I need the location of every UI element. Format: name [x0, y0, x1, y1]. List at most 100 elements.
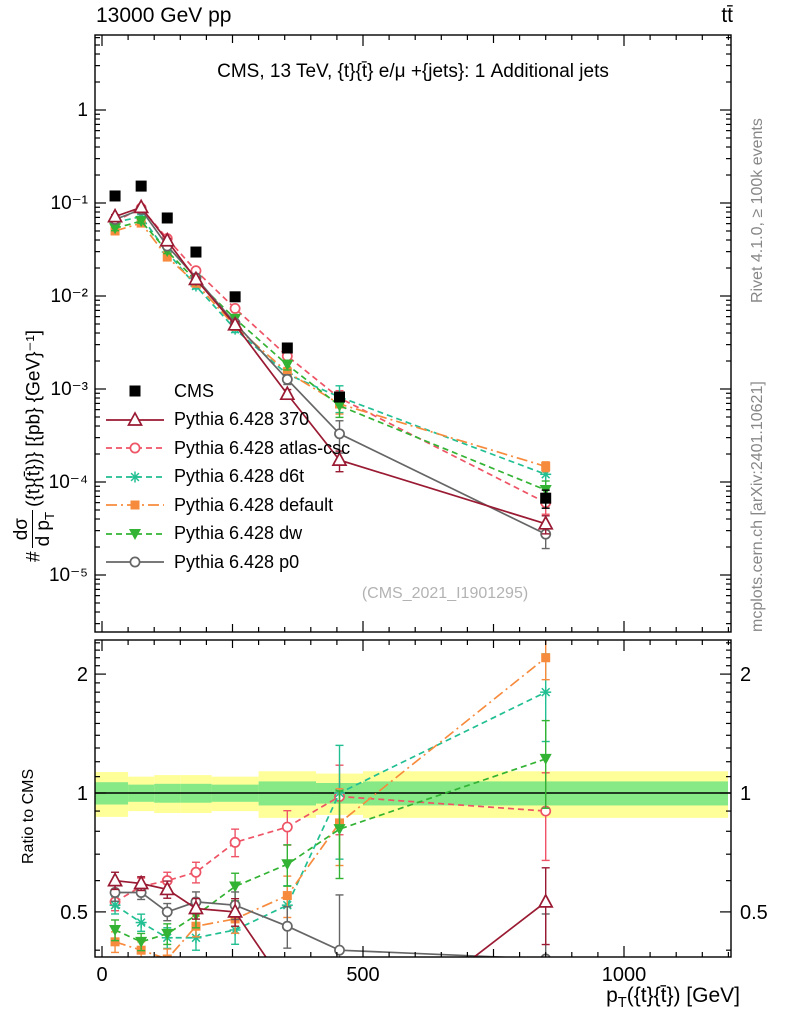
ratio-tick-label-right: 0.5: [740, 902, 768, 924]
data-marker: [127, 410, 143, 426]
ratio-tick-label-right: 1: [740, 783, 751, 805]
data-marker: [135, 917, 147, 929]
y-label-suffix: ({t}{t̄})} [{pb} {GeV}⁻¹]: [23, 329, 45, 507]
y-tick-label: 10⁻²: [51, 286, 89, 307]
legend-item-label: Pythia 6.428 default: [174, 494, 334, 515]
beam-energy-label: 13000 GeV pp: [96, 4, 232, 27]
y-label-prefix: #: [23, 551, 45, 562]
series-line: [114, 758, 546, 943]
ratio-tick-label-right: 2: [740, 664, 751, 686]
data-marker: [541, 653, 551, 663]
legend-marker-icon: [106, 556, 164, 568]
legend: CMS Pythia 6.428 370 Pythia 6.428 atlas-cs…: [104, 377, 350, 577]
data-marker: [133, 198, 150, 214]
process-label: tt̄: [721, 4, 733, 27]
data-marker: [334, 428, 345, 440]
legend-item-label: Pythia 6.428 370: [174, 409, 310, 430]
data-marker: [229, 836, 241, 848]
data-marker: [129, 556, 141, 568]
rivet-version-label: Rivet 4.1.0, ≥ 100k events: [749, 118, 766, 303]
x-tick-label: 1000: [602, 964, 647, 986]
data-marker: [281, 981, 294, 993]
y-label-denominator: d pT: [32, 511, 57, 547]
data-marker: [161, 212, 173, 224]
series-pythia-6-428-dw-ratio: [109, 719, 552, 952]
y-tick-label: 10⁻⁴: [49, 472, 88, 493]
legend-item-pythia-6-428-p0: Pythia 6.428 p0: [104, 548, 350, 577]
data-marker: [282, 891, 292, 901]
series-line: [114, 208, 547, 535]
data-marker: [334, 391, 346, 403]
data-marker: [333, 400, 346, 412]
axes-frame: [94, 34, 732, 958]
y-tick-label: 1: [77, 100, 88, 121]
data-marker: [159, 231, 176, 247]
ratio-panel: [94, 639, 732, 958]
data-marker: [281, 373, 293, 385]
data-marker: [109, 924, 122, 936]
legend-marker-icon: [106, 500, 164, 510]
series-pythia-6-428-370-main: [107, 198, 554, 535]
legend-item-label: Pythia 6.428 atlas-csc: [174, 437, 351, 458]
data-marker: [281, 359, 294, 371]
legend-marker-icon: [129, 385, 141, 397]
data-marker: [162, 252, 172, 262]
data-marker: [129, 385, 141, 397]
series-line: [114, 691, 547, 939]
data-marker: [107, 871, 123, 887]
legend-marker-icon: [106, 442, 164, 454]
data-marker: [282, 367, 292, 377]
data-marker: [540, 492, 552, 504]
legend-item-label: CMS: [174, 380, 214, 401]
data-marker: [540, 686, 552, 698]
mcplots-credit-label: mcplots.cern.ch [arXiv:2401.10621]: [749, 381, 766, 632]
data-marker: [539, 753, 552, 765]
data-marker: [129, 442, 141, 454]
data-marker: [537, 515, 554, 530]
x-tick-label: 0: [96, 964, 107, 986]
data-marker: [109, 190, 121, 202]
legend-item-cms: CMS: [104, 377, 350, 406]
data-marker: [229, 881, 242, 893]
x-tick-label: 500: [346, 964, 379, 986]
data-marker: [159, 880, 176, 896]
data-marker: [129, 528, 141, 540]
ratio-tick-label-left: 2: [77, 664, 88, 686]
data-marker: [229, 302, 241, 314]
legend-item-label: Pythia 6.428 d6t: [174, 466, 305, 487]
x-axis-label: pT({t}{t̄}) [GeV]: [606, 984, 740, 1012]
data-marker: [135, 180, 147, 192]
legend-item-pythia-6-428-atlas-csc: Pythia 6.428 atlas-csc: [104, 434, 350, 463]
data-marker: [109, 223, 122, 235]
data-marker: [129, 471, 141, 483]
y-tick-label: 10⁻⁵: [49, 565, 88, 586]
data-marker: [161, 928, 174, 940]
legend-item-pythia-6-428-d6t: Pythia 6.428 d6t: [104, 463, 350, 492]
plot-title: CMS, 13 TeV, {t}{t̄} e/μ +{jets}: 1 Addi…: [217, 61, 609, 82]
y-tick-label: 10⁻³: [51, 379, 89, 400]
legend-marker-icon: [106, 528, 164, 540]
data-marker: [229, 291, 241, 303]
y-label-fraction: dσ d pT: [11, 509, 57, 549]
data-marker: [279, 385, 296, 401]
data-marker: [161, 906, 173, 918]
data-marker: [107, 207, 123, 223]
y-tick-label: 10⁻¹: [51, 193, 89, 214]
data-marker: [281, 920, 293, 932]
data-marker: [227, 316, 244, 331]
data-marker: [135, 936, 148, 948]
ratio-tick-label-left: 0.5: [60, 902, 88, 924]
data-marker: [541, 461, 551, 471]
ratio-axis-label: Ratio to CMS: [20, 768, 37, 864]
legend-item-label: Pythia 6.428 dw: [174, 523, 303, 544]
series-pythia-6-428-370-ratio: [107, 867, 554, 993]
data-marker: [334, 944, 345, 956]
series-line: [114, 207, 547, 504]
data-marker: [281, 821, 293, 833]
legend-item-label: Pythia 6.428 p0: [174, 551, 300, 572]
data-marker: [190, 246, 202, 258]
legend-item-pythia-6-428-default: Pythia 6.428 default: [104, 491, 350, 520]
legend-marker-icon: [106, 410, 164, 426]
